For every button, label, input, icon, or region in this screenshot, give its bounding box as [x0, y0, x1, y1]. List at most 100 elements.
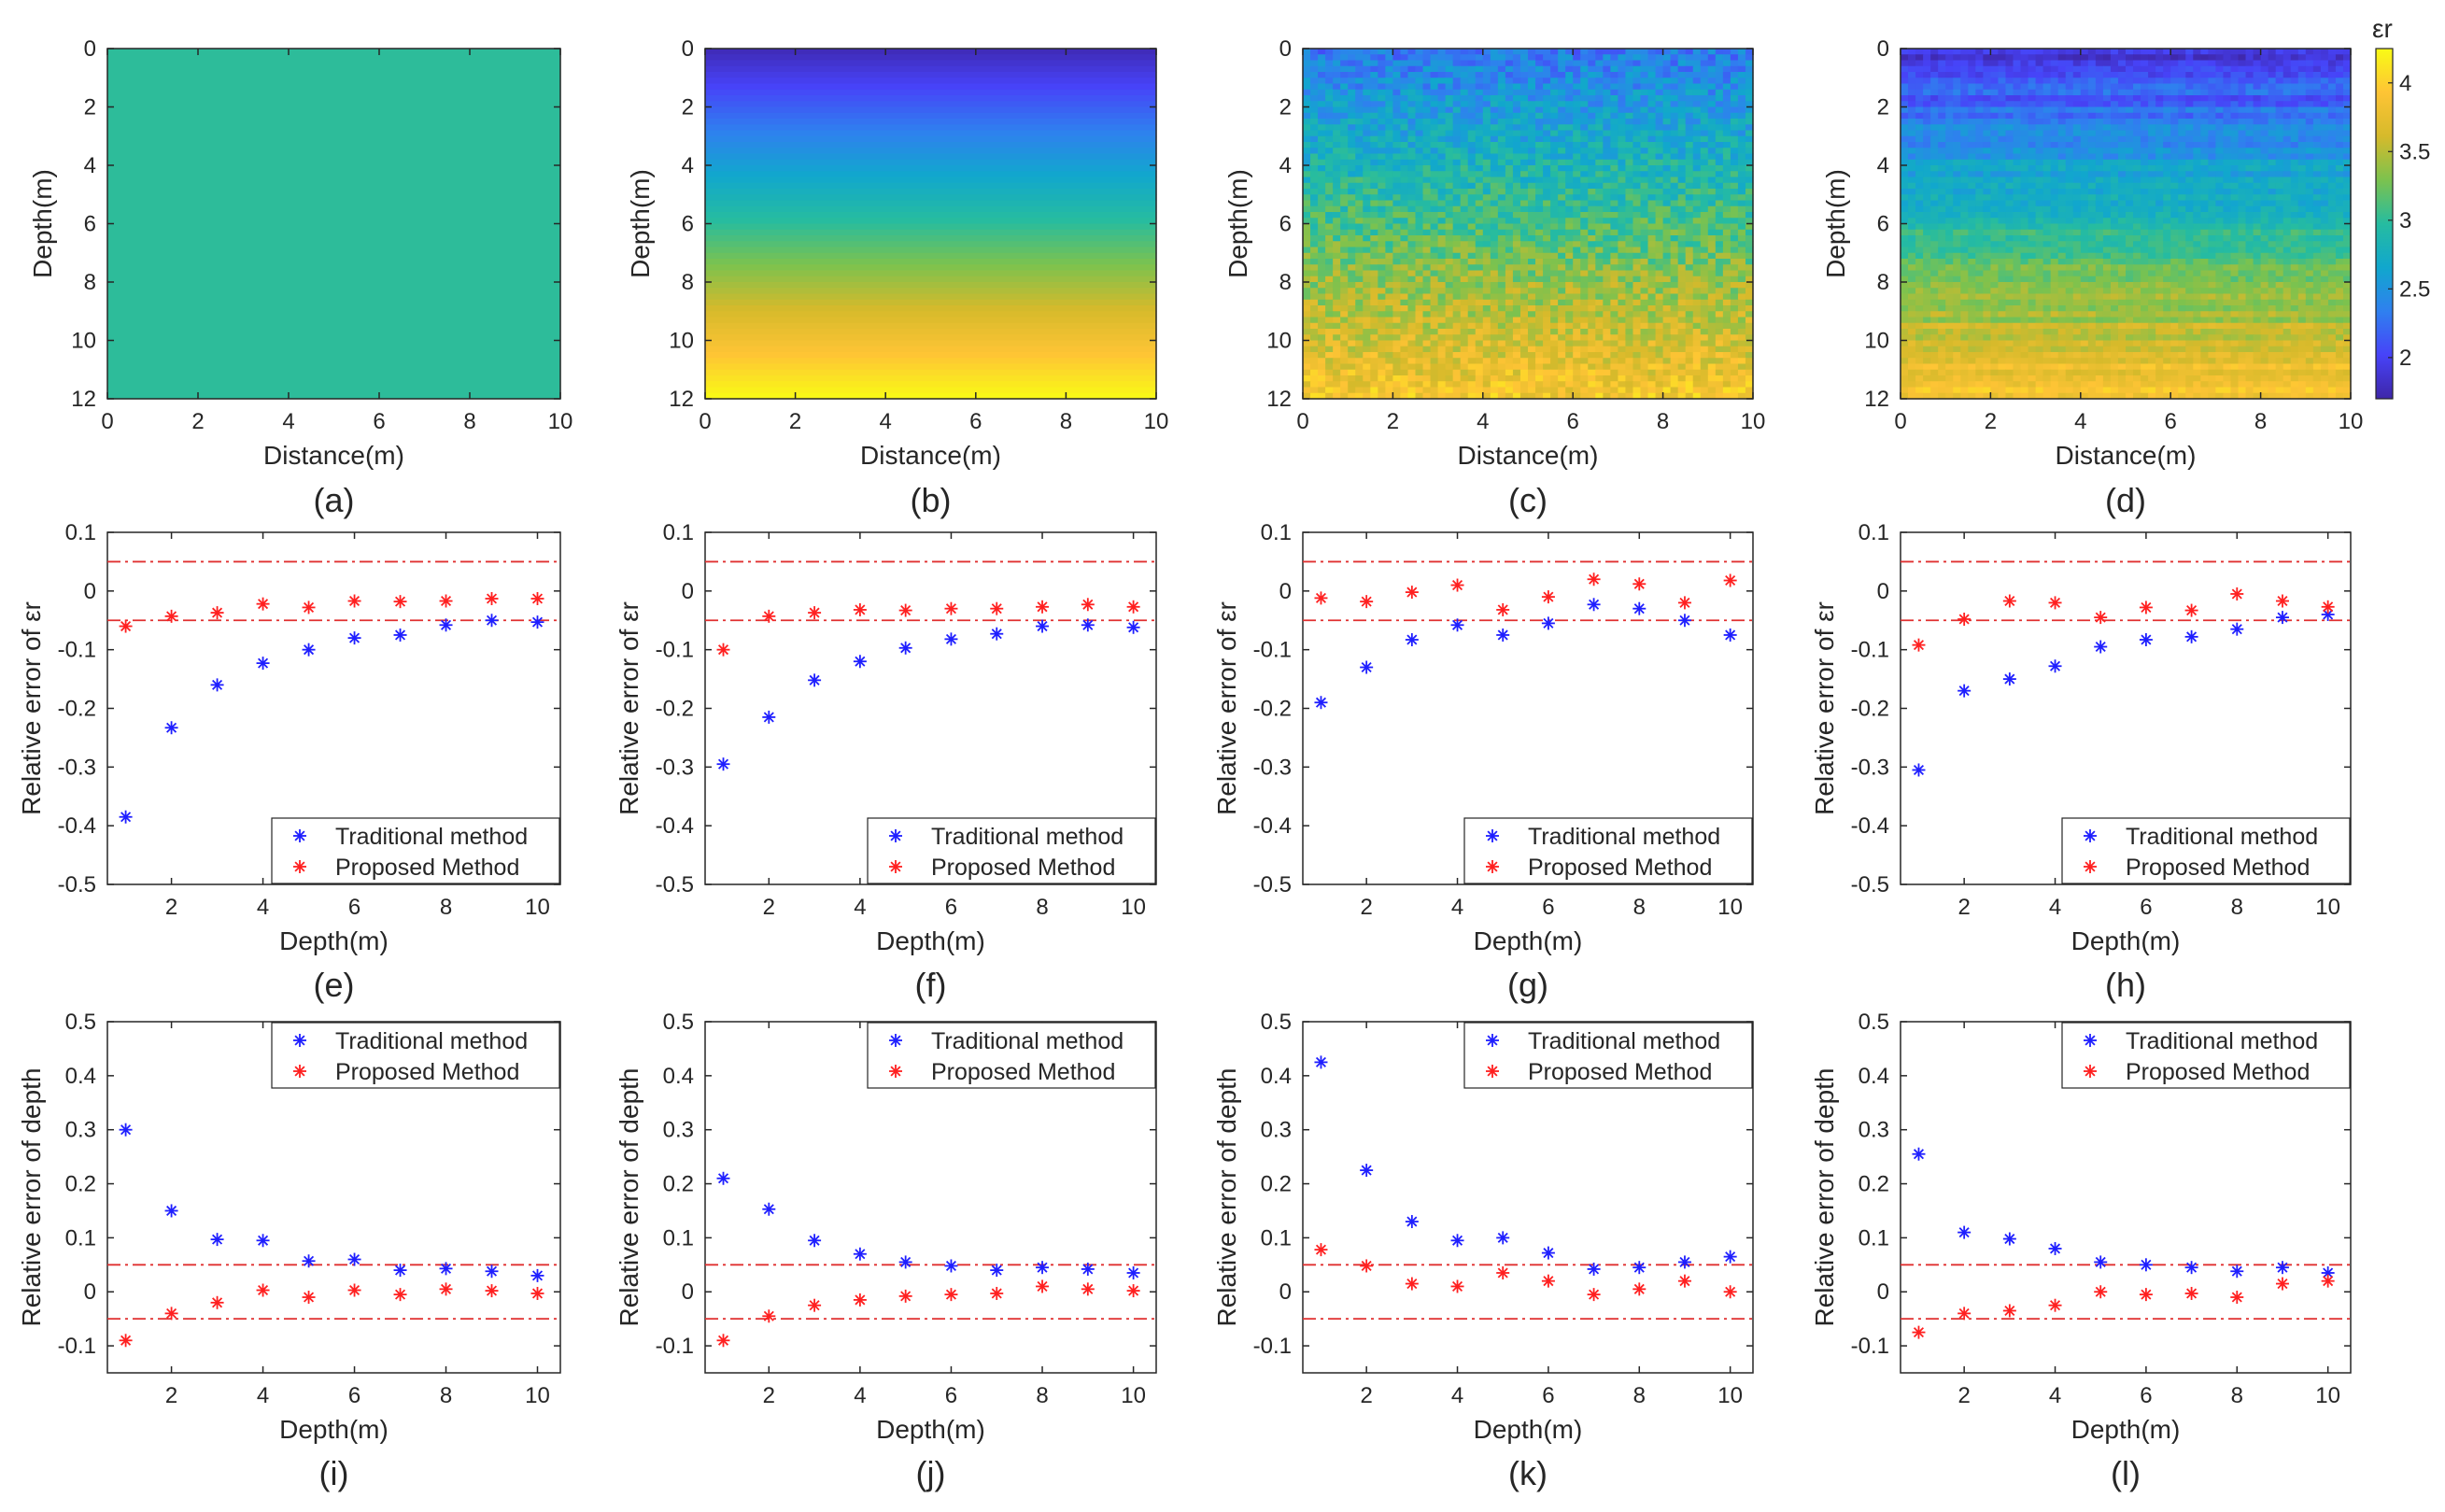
heatmap-cell	[1475, 264, 1484, 272]
heatmap-cell	[1603, 317, 1611, 324]
heatmap-cell	[1355, 247, 1364, 254]
heatmap-cell	[2230, 83, 2240, 91]
heatmap-cell	[1445, 311, 1454, 318]
heatmap-cell	[1340, 95, 1349, 102]
heatmap-cell	[1310, 392, 1319, 400]
heatmap-cell	[1632, 49, 1642, 55]
heatmap-cell	[1685, 358, 1694, 365]
heatmap-cell	[1430, 387, 1439, 394]
heatmap-cell	[1340, 375, 1349, 382]
heatmap-cell	[2260, 153, 2269, 161]
heatmap-cell	[1647, 153, 1657, 161]
heatmap-cell	[1378, 352, 1386, 359]
heatmap-cell	[1700, 200, 1709, 207]
heatmap-cell	[1960, 83, 1969, 91]
heatmap-cell	[1632, 305, 1642, 312]
heatmap-cell	[1662, 165, 1672, 172]
heatmap-cell	[1475, 89, 1484, 96]
heatmap-cell	[1722, 311, 1731, 318]
heatmap-cell	[2320, 60, 2329, 67]
heatmap-cell	[1422, 205, 1432, 213]
heatmap-cell	[1445, 119, 1454, 125]
heatmap-cell	[1535, 241, 1544, 248]
heatmap-cell	[1640, 119, 1649, 125]
heatmap-cell	[2050, 142, 2059, 148]
heatmap-cell	[1415, 381, 1424, 389]
heatmap-cell	[1333, 387, 1341, 394]
heatmap-cell	[1400, 264, 1409, 272]
heatmap-cell	[1618, 95, 1627, 102]
heatmap-cell	[1640, 392, 1649, 400]
heatmap-cell	[1310, 200, 1319, 207]
heatmap-cell	[1580, 165, 1589, 172]
heatmap-cell	[1923, 65, 1931, 73]
heatmap-cell	[1318, 387, 1326, 394]
heatmap-cell	[1975, 153, 1984, 161]
heatmap-cell	[1550, 194, 1559, 202]
heatmap-cell	[2297, 72, 2307, 78]
heatmap-cell	[1303, 124, 1311, 132]
heatmap-cell	[1677, 200, 1687, 207]
heatmap-cell	[1415, 252, 1424, 260]
heatmap-cell	[1422, 65, 1432, 73]
heatmap-cell	[1737, 200, 1746, 207]
heatmap-cell	[1355, 317, 1364, 324]
heatmap-cell	[1737, 288, 1746, 295]
heatmap-cell	[1745, 171, 1754, 178]
heatmap-cell	[1670, 317, 1679, 324]
heatmap-cell	[1595, 189, 1604, 195]
heatmap-cell	[1618, 101, 1627, 108]
heatmap-cell	[1437, 218, 1447, 225]
y-tick-label: 2	[84, 95, 96, 120]
heatmap-cell	[1543, 65, 1551, 73]
heatmap-cell	[1528, 299, 1536, 306]
heatmap-cell	[1445, 387, 1454, 394]
heatmap-cell	[1505, 334, 1514, 342]
heatmap-cell	[1303, 369, 1311, 376]
heatmap-cell	[1700, 392, 1709, 400]
heatmap-cell	[1685, 334, 1694, 342]
heatmap-cell	[1722, 89, 1731, 96]
heatmap-cell	[2342, 78, 2352, 85]
heatmap-cell	[1363, 148, 1371, 155]
heatmap-cell	[1475, 177, 1484, 184]
heatmap-cell	[1610, 212, 1618, 219]
heatmap-cell	[1655, 235, 1664, 242]
heatmap-cell	[1370, 142, 1378, 148]
heatmap-cell	[1938, 60, 1946, 67]
heatmap-cell	[2072, 101, 2082, 108]
heatmap-cell	[1318, 119, 1326, 125]
heatmap-cell	[1482, 106, 1491, 114]
heatmap-cell	[1363, 72, 1371, 78]
heatmap-cell	[1700, 212, 1709, 219]
heatmap-cell	[1497, 317, 1506, 324]
heatmap-cell	[1318, 363, 1326, 371]
heatmap-cell	[1400, 171, 1409, 178]
heatmap-cell	[1303, 264, 1311, 272]
heatmap-cell	[1692, 148, 1702, 155]
heatmap-cell	[1685, 299, 1694, 306]
heatmap-cell	[1385, 288, 1393, 295]
heatmap-cell	[2110, 72, 2119, 78]
heatmap-cell	[1535, 148, 1544, 155]
heatmap-cell	[1677, 212, 1687, 219]
heatmap-cell	[1707, 112, 1717, 120]
heatmap-cell	[1303, 247, 1311, 254]
heatmap-b	[705, 49, 1157, 400]
heatmap-cell	[1692, 205, 1702, 213]
heatmap-cell	[1580, 282, 1589, 289]
heatmap-cell	[1519, 288, 1529, 295]
heatmap-cell	[2133, 78, 2141, 85]
heatmap-cell	[1625, 171, 1634, 178]
heatmap-cell	[1430, 95, 1439, 102]
heatmap-cell	[1558, 171, 1566, 178]
heatmap-cell	[1535, 252, 1544, 260]
heatmap-cell	[2110, 78, 2119, 85]
heatmap-cell	[1318, 83, 1326, 91]
heatmap-cell	[1908, 135, 1916, 143]
heatmap-cell	[2065, 83, 2074, 91]
y-tick-label: 8	[84, 270, 96, 295]
heatmap-cell	[1400, 124, 1409, 132]
heatmap-cell	[1378, 205, 1386, 213]
heatmap-cell	[1445, 247, 1454, 254]
